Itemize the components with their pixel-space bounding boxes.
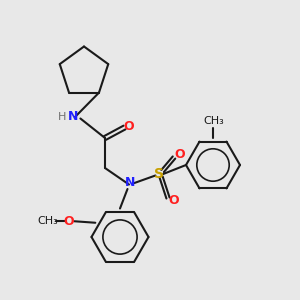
Text: O: O — [169, 194, 179, 208]
Text: S: S — [154, 167, 164, 181]
Text: O: O — [175, 148, 185, 161]
Text: N: N — [124, 176, 135, 189]
Text: O: O — [64, 215, 74, 228]
Text: O: O — [124, 119, 134, 133]
Text: H: H — [58, 112, 67, 122]
Text: N: N — [68, 110, 79, 124]
Text: CH₃: CH₃ — [38, 216, 58, 226]
Text: CH₃: CH₃ — [203, 116, 224, 126]
